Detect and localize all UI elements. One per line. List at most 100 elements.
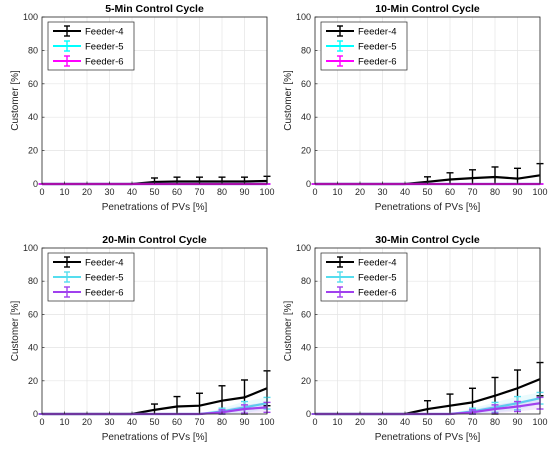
legend-label: Feeder-5 [85,273,124,284]
y-axis-label: Customer [%] [283,300,294,361]
x-tick-label: 10 [59,187,69,197]
y-tick-label: 100 [23,243,38,253]
legend-item: Feeder-5 [53,271,124,284]
y-tick-label: 100 [296,12,311,22]
legend-item: Feeder-5 [53,40,124,53]
y-tick-label: 40 [28,112,38,122]
x-tick-label: 20 [82,417,92,427]
x-tick-label: 70 [467,187,477,197]
legend-label: Feeder-6 [358,57,397,68]
x-tick-label: 80 [490,187,500,197]
x-tick-label: 60 [172,417,182,427]
legend-item: Feeder-6 [53,286,124,299]
x-tick-label: 90 [512,417,522,427]
y-tick-label: 80 [28,45,38,55]
y-tick-label: 20 [28,146,38,156]
y-tick-label: 60 [28,79,38,89]
y-tick-label: 20 [28,376,38,386]
legend-label: Feeder-5 [358,273,397,284]
legend-item: Feeder-4 [53,256,124,269]
y-tick-label: 20 [301,376,311,386]
legend: Feeder-4 Feeder-5 Feeder-6 [47,252,135,302]
x-tick-label: 70 [194,187,204,197]
x-tick-label: 10 [59,417,69,427]
x-tick-label: 10 [332,417,342,427]
x-tick-label: 60 [445,187,455,197]
x-tick-label: 30 [377,417,387,427]
y-tick-label: 60 [301,309,311,319]
x-tick-label: 60 [445,417,455,427]
y-axis-label: Customer [%] [10,300,21,361]
chart-panel-3: 0 10 20 30 40 50 60 70 80 90 100 0 20 40 60 80 100 20-Min… [10,234,275,443]
x-tick-label: 0 [39,187,44,197]
x-tick-label: 0 [312,417,317,427]
legend-item: Feeder-4 [326,256,397,269]
y-tick-label: 0 [33,409,38,419]
chart-title: 30-Min Control Cycle [375,234,480,246]
x-tick-label: 30 [377,187,387,197]
legend-item: Feeder-5 [326,271,397,284]
legend-label: Feeder-4 [85,27,124,38]
chart-title: 20-Min Control Cycle [102,234,207,246]
legend-label: Feeder-6 [85,288,124,299]
x-tick-label: 20 [355,187,365,197]
x-tick-label: 100 [259,417,274,427]
y-tick-label: 0 [33,179,38,189]
legend-label: Feeder-4 [358,258,397,269]
y-axis-label: Customer [%] [283,70,294,131]
legend-item: Feeder-6 [53,55,124,68]
legend-label: Feeder-6 [358,288,397,299]
x-tick-label: 40 [400,187,410,197]
chart-panel-4: 0 10 20 30 40 50 60 70 80 90 100 0 20 40 60 80 100 30-Min… [283,234,548,443]
legend-label: Feeder-5 [85,42,124,53]
x-tick-label: 70 [194,417,204,427]
legend-item: Feeder-6 [326,55,397,68]
y-tick-label: 20 [301,146,311,156]
x-tick-label: 0 [39,417,44,427]
x-tick-label: 50 [149,417,159,427]
x-tick-label: 60 [172,187,182,197]
chart-panel-2: 0 10 20 30 40 50 60 70 80 90 100 0 20 40 60 80 100 10-Min… [283,3,548,213]
y-tick-label: 40 [301,343,311,353]
x-tick-label: 80 [217,417,227,427]
x-tick-label: 40 [127,187,137,197]
chart-title: 5-Min Control Cycle [105,3,204,15]
x-axis-label: Penetrations of PVs [%] [375,432,481,443]
y-tick-label: 80 [301,45,311,55]
x-tick-label: 40 [127,417,137,427]
y-tick-label: 60 [301,79,311,89]
x-tick-label: 90 [239,187,249,197]
legend-label: Feeder-6 [85,57,124,68]
x-tick-label: 100 [532,187,547,197]
legend: Feeder-4 Feeder-5 Feeder-6 [320,21,408,71]
x-tick-label: 30 [104,417,114,427]
x-tick-label: 50 [422,187,432,197]
y-tick-label: 0 [306,179,311,189]
x-tick-label: 30 [104,187,114,197]
legend-item: Feeder-5 [326,40,397,53]
legend-item: Feeder-4 [53,25,124,38]
x-tick-label: 0 [312,187,317,197]
y-tick-label: 80 [301,276,311,286]
legend-item: Feeder-4 [326,25,397,38]
y-tick-label: 60 [28,309,38,319]
x-tick-label: 20 [355,417,365,427]
chart-panel-1: 0 10 20 30 40 50 60 70 80 90 100 0 20 40 60 80 100 5-Min … [10,3,275,213]
x-tick-label: 80 [490,417,500,427]
legend-label: Feeder-5 [358,42,397,53]
x-axis-label: Penetrations of PVs [%] [102,432,208,443]
x-tick-label: 100 [259,187,274,197]
x-tick-label: 80 [217,187,227,197]
legend: Feeder-4 Feeder-5 Feeder-6 [47,21,135,71]
x-tick-label: 50 [422,417,432,427]
x-tick-label: 20 [82,187,92,197]
y-tick-label: 40 [301,112,311,122]
x-axis-label: Penetrations of PVs [%] [102,202,208,213]
x-tick-label: 50 [149,187,159,197]
y-tick-label: 100 [296,243,311,253]
legend-label: Feeder-4 [85,258,124,269]
chart-title: 10-Min Control Cycle [375,3,480,15]
x-axis-label: Penetrations of PVs [%] [375,202,481,213]
x-tick-label: 40 [400,417,410,427]
